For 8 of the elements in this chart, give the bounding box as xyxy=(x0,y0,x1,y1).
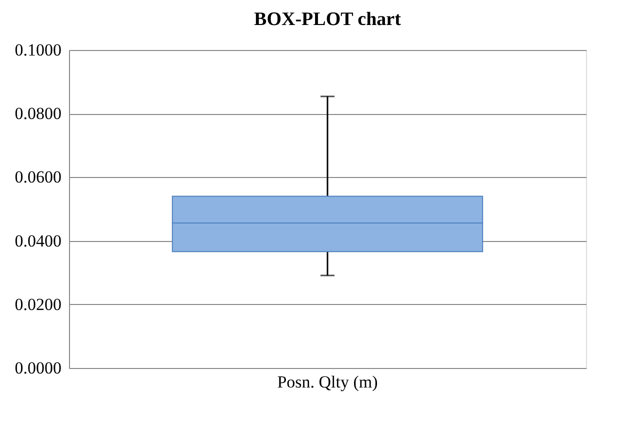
y-tick-label: 0.0400 xyxy=(14,231,62,250)
chart-title: BOX-PLOT chart xyxy=(254,9,402,30)
y-tick-label: 0.1000 xyxy=(14,40,62,60)
y-tick-label: 0.0000 xyxy=(14,358,62,378)
y-tick-label: 0.0600 xyxy=(14,168,62,187)
y-tick-label: 0.0200 xyxy=(14,294,62,314)
x-tick-label: Posn. Qlty (m) xyxy=(277,372,378,392)
y-tick-label: 0.0800 xyxy=(14,104,62,124)
